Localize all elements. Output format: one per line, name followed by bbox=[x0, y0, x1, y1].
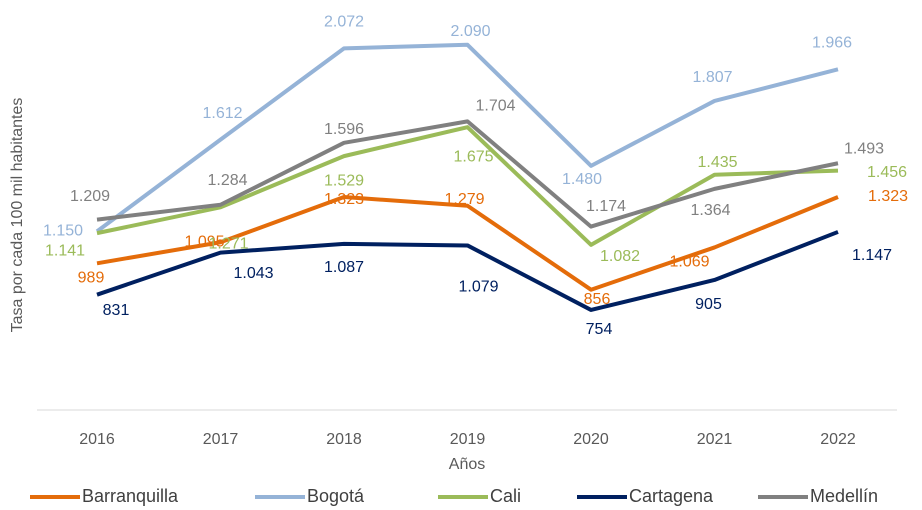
data-label: 1.147 bbox=[852, 247, 892, 264]
x-tick-label: 2020 bbox=[573, 431, 609, 448]
x-axis-label: Años bbox=[449, 456, 485, 473]
legend-label: Cartagena bbox=[629, 486, 714, 506]
data-label: 1.174 bbox=[586, 198, 626, 215]
series-line bbox=[96, 119, 839, 229]
legend-label: Barranquilla bbox=[82, 486, 179, 506]
data-label: 905 bbox=[695, 296, 722, 313]
data-label: 1.323 bbox=[868, 188, 908, 205]
data-label: 1.284 bbox=[207, 172, 247, 189]
data-label: 1.209 bbox=[70, 188, 110, 205]
data-label: 754 bbox=[586, 321, 613, 338]
legend-label: Bogotá bbox=[307, 486, 365, 506]
x-tick-label: 2017 bbox=[203, 431, 239, 448]
data-label: 1.150 bbox=[43, 223, 83, 240]
x-tick-label: 2021 bbox=[697, 431, 733, 448]
series-line bbox=[96, 195, 839, 292]
data-label: 1.612 bbox=[202, 105, 242, 122]
data-label: 856 bbox=[584, 291, 611, 308]
data-label: 1.596 bbox=[324, 121, 364, 138]
data-label: 2.072 bbox=[324, 14, 364, 31]
x-tick-label: 2022 bbox=[820, 431, 856, 448]
data-label: 1.966 bbox=[812, 35, 852, 52]
data-label: 1.323 bbox=[324, 191, 364, 208]
x-tick-label: 2016 bbox=[79, 431, 115, 448]
data-label: 1.082 bbox=[600, 248, 640, 265]
y-axis-label: Tasa por cada 100 mil habitantes bbox=[9, 98, 26, 333]
data-label: 1.529 bbox=[324, 172, 364, 189]
data-label: 1.279 bbox=[444, 191, 484, 208]
data-label: 1.480 bbox=[562, 171, 602, 188]
data-label: 1.435 bbox=[697, 154, 737, 171]
data-label: 1.704 bbox=[475, 98, 515, 115]
series-line bbox=[95, 42, 839, 233]
legend-label: Cali bbox=[490, 486, 521, 506]
series-line bbox=[96, 125, 839, 247]
x-tick-label: 2018 bbox=[326, 431, 362, 448]
data-label: 2.090 bbox=[450, 23, 490, 40]
data-label: 1.364 bbox=[690, 202, 730, 219]
data-label: 1.079 bbox=[458, 279, 498, 296]
data-label: 1.043 bbox=[233, 265, 273, 282]
data-label: 1.271 bbox=[208, 236, 248, 253]
data-label: 1.087 bbox=[324, 259, 364, 276]
x-tick-label: 2019 bbox=[450, 431, 486, 448]
data-label: 1.069 bbox=[669, 254, 709, 271]
data-label: 1.141 bbox=[45, 242, 85, 259]
legend-label: Medellín bbox=[810, 486, 878, 506]
series-line bbox=[96, 230, 839, 312]
data-label: 1.675 bbox=[453, 148, 493, 165]
data-label: 1.807 bbox=[692, 69, 732, 86]
data-label: 1.493 bbox=[844, 140, 884, 157]
data-label: 1.095 bbox=[184, 233, 224, 250]
data-label: 989 bbox=[78, 270, 105, 287]
data-label: 1.456 bbox=[867, 164, 907, 181]
data-label: 831 bbox=[103, 302, 130, 319]
